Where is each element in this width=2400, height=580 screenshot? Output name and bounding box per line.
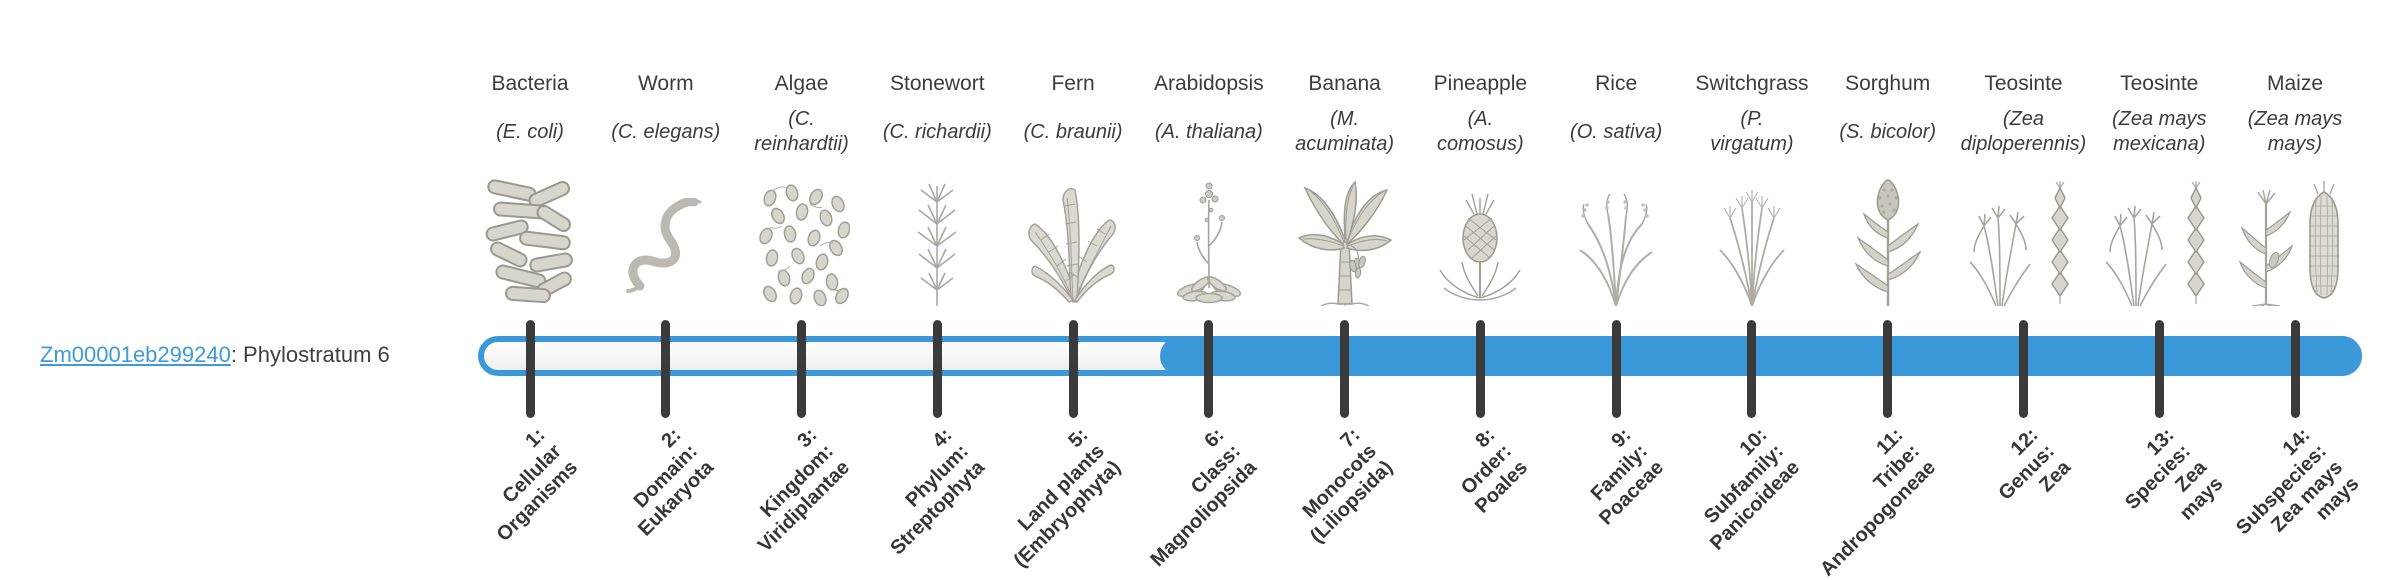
maize-icon <box>2225 166 2365 306</box>
organism-name: Teosinte <box>1984 72 2063 95</box>
organism-name: Stonewort <box>890 72 985 95</box>
stratum-tick <box>932 320 942 418</box>
organism-column: Switchgrass (P. virgatum) <box>1682 70 1822 306</box>
organism-latin-name: (P. virgatum) <box>1710 108 1794 155</box>
organism-name: Bacteria <box>491 72 569 95</box>
organism-latin-name: (Zea diploperennis) <box>1960 108 2087 155</box>
stratum-tick <box>2290 320 2300 418</box>
organism-name: Rice <box>1595 72 1638 95</box>
worm-icon <box>596 166 736 306</box>
organism-name: Switchgrass <box>1695 72 1809 95</box>
stratum-tick <box>797 320 807 418</box>
organism-column: Rice (O. sativa) <box>1546 70 1686 306</box>
algae-icon <box>732 166 872 306</box>
organism-column: Bacteria (E. coli) <box>460 70 600 306</box>
organism-column: Fern (C. braunii) <box>1003 70 1143 306</box>
organism-latin-name: (Zea mays mexicana) <box>2112 108 2207 155</box>
organism-latin-name: (M. acuminata) <box>1295 108 1395 155</box>
gene-row-label: Zm00001eb299240: Phylostratum 6 <box>40 342 390 368</box>
bacteria-icon <box>460 166 600 306</box>
arabidopsis-icon <box>1139 166 1279 306</box>
stratum-tick <box>1068 320 1078 418</box>
organism-column: Worm (C. elegans) <box>596 70 736 306</box>
phylostratum-text: : Phylostratum 6 <box>230 342 390 367</box>
organism-latin-name: (A. thaliana) <box>1154 120 1263 143</box>
teosinte-icon <box>1953 166 2093 306</box>
stratum-tick <box>1611 320 1621 418</box>
organism-name: Maize <box>2266 72 2324 95</box>
stonewort-icon <box>867 166 1007 306</box>
organism-latin-name: (A. comosus) <box>1437 108 1524 155</box>
sorghum-icon <box>1818 166 1958 306</box>
gene-id-link[interactable]: Zm00001eb299240 <box>40 342 231 367</box>
organism-latin-name: (Zea mays mays) <box>2247 108 2343 155</box>
teosinte-icon <box>2089 166 2229 306</box>
stratum-tick <box>2018 320 2028 418</box>
stratum-tick <box>2154 320 2164 418</box>
organism-name: Worm <box>637 72 694 95</box>
banana-icon <box>1275 166 1415 306</box>
organism-column: Arabidopsis (A. thaliana) <box>1139 70 1279 306</box>
rice-icon <box>1546 166 1686 306</box>
organism-name: Fern <box>1051 72 1095 95</box>
stratum-tick <box>1340 320 1350 418</box>
organism-column: Sorghum (S. bicolor) <box>1818 70 1958 306</box>
stratum-tick <box>661 320 671 418</box>
organism-latin-name: (C. elegans) <box>611 120 721 143</box>
organism-column: Teosinte (Zea mays mexicana) <box>2089 70 2229 306</box>
organism-latin-name: (S. bicolor) <box>1839 120 1937 143</box>
pineapple-icon <box>1410 166 1550 306</box>
stratum-tick <box>1747 320 1757 418</box>
stratum-tick <box>525 320 535 418</box>
organism-column: Teosinte (Zea diploperennis) <box>1953 70 2093 306</box>
organism-column: Maize (Zea mays mays) <box>2225 70 2365 306</box>
organism-name: Algae <box>774 72 829 95</box>
organism-latin-name: (E. coli) <box>496 120 564 143</box>
fern-icon <box>1003 166 1143 306</box>
organism-name: Pineapple <box>1433 72 1528 95</box>
stratum-tick <box>1883 320 1893 418</box>
organism-name: Arabidopsis <box>1153 72 1264 95</box>
organism-name: Banana <box>1308 72 1381 95</box>
organism-latin-name: (C. braunii) <box>1023 120 1123 143</box>
stratum-tick <box>1204 320 1214 418</box>
organism-column: Banana (M. acuminata) <box>1275 70 1415 306</box>
switchgrass-icon <box>1682 166 1822 306</box>
organism-name: Teosinte <box>2120 72 2199 95</box>
organism-column: Algae (C. reinhardtii) <box>732 70 872 306</box>
organism-latin-name: (C. reinhardtii) <box>754 108 849 155</box>
organism-name: Sorghum <box>1845 72 1931 95</box>
organism-column: Stonewort (C. richardii) <box>867 70 1007 306</box>
stratum-tick <box>1475 320 1485 418</box>
organism-column: Pineapple (A. comosus) <box>1410 70 1550 306</box>
organism-latin-name: (O. sativa) <box>1570 120 1663 143</box>
organism-latin-name: (C. richardii) <box>882 120 992 143</box>
